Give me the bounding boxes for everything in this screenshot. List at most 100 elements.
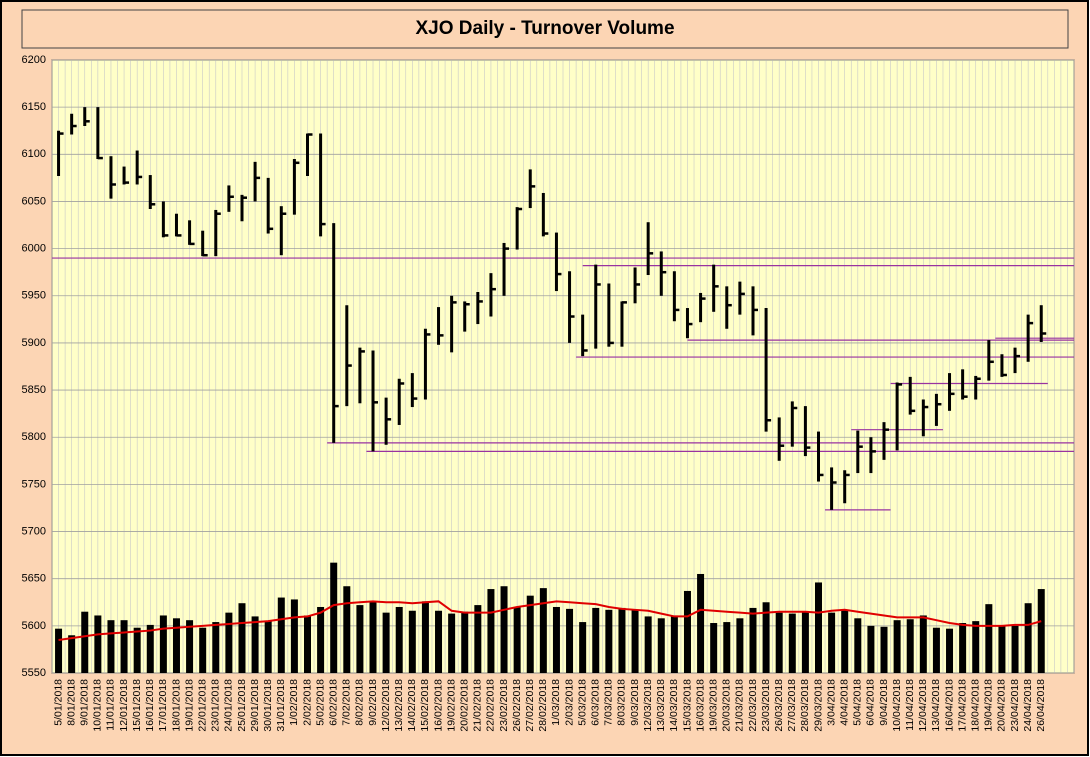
x-tick-label: 16/03/2018 xyxy=(694,679,706,732)
volume-bar xyxy=(212,622,220,673)
volume-bar xyxy=(133,627,141,673)
x-tick-label: 8/02/2018 xyxy=(354,679,366,726)
x-tick-label: 5/02/2018 xyxy=(314,679,326,726)
x-tick-label: 11/01/2018 xyxy=(105,679,117,731)
volume-bar xyxy=(461,611,469,673)
volume-bar xyxy=(277,597,285,673)
x-tick-label: 21/02/2018 xyxy=(472,679,484,732)
x-tick-label: 9/03/2018 xyxy=(629,679,641,726)
x-tick-label: 19/02/2018 xyxy=(445,679,457,732)
volume-bar xyxy=(330,562,338,673)
x-tick-label: 13/04/2018 xyxy=(930,679,942,732)
x-tick-label: 1/02/2018 xyxy=(288,679,300,726)
volume-bar xyxy=(120,620,128,673)
volume-bar xyxy=(304,615,311,673)
volume-bar xyxy=(55,628,63,673)
volume-bar xyxy=(421,601,429,673)
x-tick-label: 26/03/2018 xyxy=(773,679,785,732)
volume-bar xyxy=(107,620,115,673)
volume-bar xyxy=(251,616,259,673)
x-tick-label: 2/03/2018 xyxy=(563,679,575,726)
volume-bar xyxy=(683,590,691,673)
volume-bar xyxy=(369,601,377,673)
x-tick-label: 28/03/2018 xyxy=(799,679,811,732)
x-tick-label: 29/01/2018 xyxy=(249,679,261,732)
y-tick-label: 6200 xyxy=(22,54,46,66)
volume-bar xyxy=(815,582,822,673)
volume-bar xyxy=(539,588,547,673)
x-tick-label: 22/01/2018 xyxy=(196,679,208,732)
volume-bar xyxy=(618,607,626,673)
x-tick-label: 14/02/2018 xyxy=(406,679,418,732)
volume-bar xyxy=(408,610,416,673)
x-tick-label: 27/03/2018 xyxy=(786,679,798,732)
volume-bar xyxy=(998,625,1006,673)
volume-bar xyxy=(906,619,914,673)
x-tick-label: 29/03/2018 xyxy=(812,679,824,732)
y-tick-label: 6100 xyxy=(22,148,46,160)
x-tick-label: 12/04/2018 xyxy=(917,679,929,732)
volume-bar xyxy=(474,605,482,673)
volume-bar xyxy=(841,609,849,673)
volume-bar xyxy=(657,618,665,673)
x-tick-label: 19/01/2018 xyxy=(183,679,195,732)
volume-bar xyxy=(264,621,272,673)
x-tick-label: 18/01/2018 xyxy=(170,679,182,732)
volume-bar xyxy=(579,622,587,673)
x-tick-label: 19/04/2018 xyxy=(983,679,995,732)
x-tick-label: 5/03/2018 xyxy=(576,679,588,726)
x-tick-label: 23/01/2018 xyxy=(210,679,222,732)
x-tick-label: 18/04/2018 xyxy=(970,679,982,732)
volume-bar xyxy=(631,609,639,673)
volume-bar xyxy=(356,605,364,673)
x-tick-label: 6/04/2018 xyxy=(865,679,877,726)
x-tick-label: 20/04/2018 xyxy=(996,679,1008,732)
x-tick-label: 8/01/2018 xyxy=(65,679,77,726)
x-tick-label: 3/04/2018 xyxy=(825,679,837,726)
x-tick-label: 10/01/2018 xyxy=(92,679,104,732)
volume-bar xyxy=(146,624,154,673)
volume-bar xyxy=(343,586,351,673)
volume-bar xyxy=(500,586,508,673)
x-tick-label: 21/03/2018 xyxy=(734,679,746,732)
x-tick-label: 24/01/2018 xyxy=(223,679,235,732)
y-tick-label: 5850 xyxy=(22,384,46,396)
x-tick-label: 19/03/2018 xyxy=(707,679,719,732)
x-tick-label: 16/01/2018 xyxy=(144,679,156,732)
volume-bar xyxy=(775,612,783,673)
volume-bar xyxy=(382,612,390,673)
volume-bar xyxy=(985,604,993,673)
y-tick-label: 5950 xyxy=(22,290,46,302)
volume-bar xyxy=(225,612,233,673)
x-tick-label: 13/03/2018 xyxy=(655,679,667,732)
volume-bar xyxy=(749,607,757,673)
volume-bar xyxy=(972,621,980,673)
volume-bar xyxy=(932,627,940,673)
y-tick-label: 5650 xyxy=(22,573,46,585)
x-tick-label: 23/02/2018 xyxy=(498,679,510,732)
x-tick-label: 16/04/2018 xyxy=(943,679,955,732)
x-tick-label: 31/01/2018 xyxy=(275,679,287,732)
volume-bar xyxy=(1037,589,1045,673)
x-tick-label: 27/02/2018 xyxy=(524,679,536,732)
x-tick-label: 20/03/2018 xyxy=(721,679,733,732)
volume-bar xyxy=(697,573,705,673)
x-tick-label: 15/02/2018 xyxy=(419,679,431,732)
y-tick-label: 5550 xyxy=(22,667,46,679)
x-tick-label: 8/03/2018 xyxy=(616,679,628,726)
x-tick-label: 4/04/2018 xyxy=(838,679,850,726)
volume-bar xyxy=(448,613,456,673)
volume-bar xyxy=(552,606,560,673)
x-tick-label: 7/02/2018 xyxy=(341,679,353,726)
volume-bar xyxy=(946,628,954,673)
x-tick-label: 1/03/2018 xyxy=(550,679,562,726)
x-tick-label: 12/03/2018 xyxy=(642,679,654,732)
y-tick-label: 5700 xyxy=(22,525,46,537)
y-tick-label: 6150 xyxy=(22,101,46,113)
volume-bar xyxy=(592,607,600,673)
x-tick-label: 28/02/2018 xyxy=(537,679,549,732)
volume-bar xyxy=(186,620,194,673)
y-tick-label: 5600 xyxy=(22,620,46,632)
volume-bar xyxy=(828,612,836,673)
x-tick-label: 12/01/2018 xyxy=(118,679,130,732)
